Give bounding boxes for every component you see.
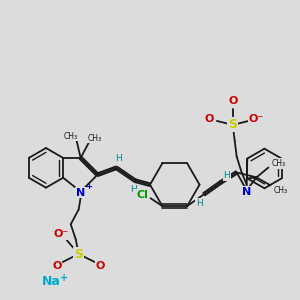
Text: Na: Na xyxy=(41,275,60,288)
Text: O: O xyxy=(96,261,105,271)
Text: H: H xyxy=(224,171,230,180)
Text: O: O xyxy=(52,261,62,271)
Text: N: N xyxy=(76,188,85,198)
Text: CH₃: CH₃ xyxy=(64,132,78,141)
Text: O⁻: O⁻ xyxy=(249,114,264,124)
Text: H: H xyxy=(196,199,202,208)
Text: O: O xyxy=(204,114,214,124)
Text: +: + xyxy=(85,182,92,191)
Text: S: S xyxy=(228,118,237,131)
Text: H: H xyxy=(130,185,136,194)
Text: H: H xyxy=(115,154,122,164)
Text: N: N xyxy=(242,187,251,197)
Text: CH₃: CH₃ xyxy=(271,159,285,168)
Text: CH₃: CH₃ xyxy=(88,134,102,142)
Text: O: O xyxy=(228,96,237,106)
Text: O⁻: O⁻ xyxy=(53,229,68,239)
Text: S: S xyxy=(74,248,83,260)
Text: CH₃: CH₃ xyxy=(273,186,287,195)
Text: Cl: Cl xyxy=(136,190,148,200)
Text: +: + xyxy=(60,273,68,283)
